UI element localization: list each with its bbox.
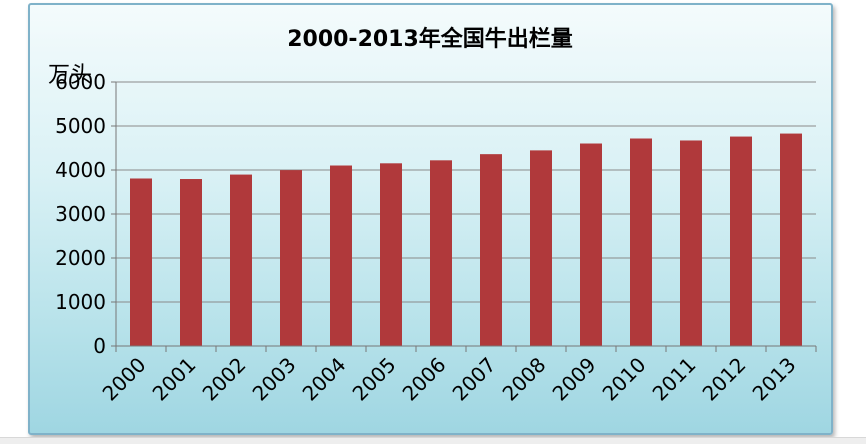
y-tick-label: 5000 [55,114,106,138]
bar-2000 [130,178,152,346]
y-tick-label: 3000 [55,202,106,226]
x-tick-label-2013: 2013 [748,353,801,406]
bar-2010 [630,138,652,346]
x-tick-label-2001: 2001 [148,353,201,406]
bar-2007 [480,154,502,346]
bar-2003 [280,170,302,346]
bar-2012 [730,136,752,346]
chart-title: 2000-2013年全国牛出栏量 [287,26,573,52]
y-tick-label: 0 [93,334,106,358]
x-tick-label-2010: 2010 [598,353,651,406]
x-tick-label-2005: 2005 [348,353,401,406]
y-tick-label: 1000 [55,290,106,314]
bar-2001 [180,179,202,346]
x-tick-label-2011: 2011 [648,353,701,406]
gridlines [116,81,816,303]
bar-2005 [380,163,402,346]
y-tick-label: 4000 [55,158,106,182]
bar-2009 [580,143,602,346]
x-tick-label-2002: 2002 [198,353,251,406]
bar-2008 [530,150,552,346]
x-tick-label-2006: 2006 [398,353,451,406]
bar-2004 [330,165,352,346]
x-tick-label-2000: 2000 [98,353,151,406]
bottom-strip [0,437,866,444]
bar-2002 [230,174,252,346]
y-axis-unit-label: 万头 [48,63,92,88]
x-tick-label-2007: 2007 [448,353,501,406]
y-tick-label: 6000 [55,70,106,94]
y-tick-labels: 0 1000 2000 3000 4000 5000 6000 [55,70,106,358]
x-tick-label-2012: 2012 [698,353,751,406]
x-tick-label-2003: 2003 [248,353,301,406]
x-tick-label-2004: 2004 [298,353,351,406]
y-tick-label: 2000 [55,246,106,270]
x-tick-label-2009: 2009 [548,353,601,406]
x-tick-label-2008: 2008 [498,353,551,406]
bar-2011 [680,140,702,346]
bars [130,133,802,346]
x-tick-labels: 2000200120022003200420052006200720082009… [98,353,801,406]
bar-2013 [780,133,802,346]
bar-2006 [430,160,452,346]
axes [111,81,817,352]
